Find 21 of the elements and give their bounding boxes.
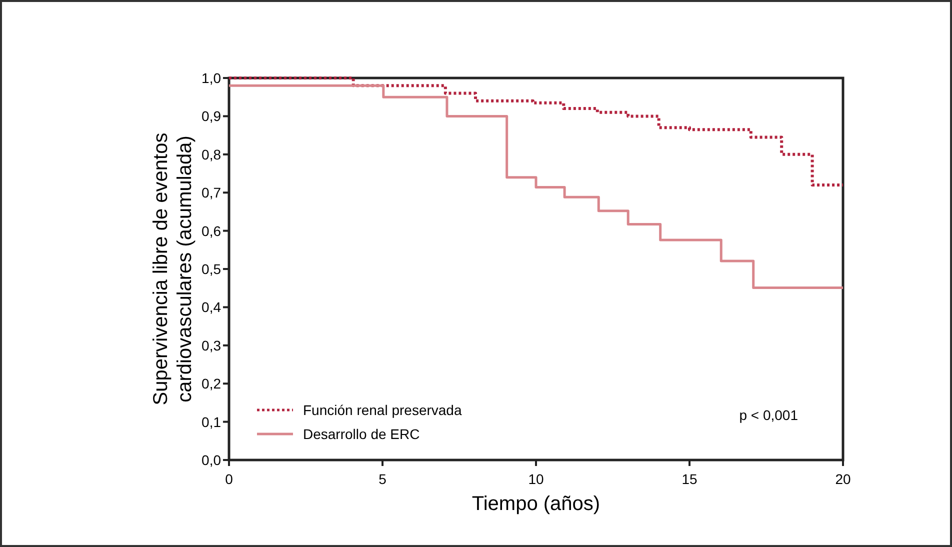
y-tick-label: 0,2 <box>202 376 222 392</box>
y-tick-label: 0,6 <box>202 222 222 239</box>
x-tick-label: 10 <box>528 471 544 487</box>
x-axis-title: Tiempo (años) <box>472 493 600 515</box>
legend-label: Desarrollo de ERC <box>303 426 420 442</box>
x-tick-label: 15 <box>682 471 698 487</box>
y-tick-label: 0,3 <box>202 337 222 354</box>
y-tick-label: 0,8 <box>202 146 222 162</box>
y-tick-label: 0,4 <box>202 299 222 316</box>
y-tick-label: 0,7 <box>202 184 222 201</box>
legend-label: Función renal preservada <box>303 402 462 418</box>
x-tick-label: 20 <box>835 471 851 487</box>
y-axis-title: Supervivencia libre de eventos cardiovasculares (acumulada) <box>150 132 196 406</box>
x-tick-label: 5 <box>378 471 387 487</box>
y-tick-label: 0,1 <box>202 414 222 430</box>
y-tick-label: 0,5 <box>202 261 222 277</box>
annotation: p < 0,001 <box>739 407 798 423</box>
x-tick-label: 0 <box>225 471 234 487</box>
y-tick-label: 0,0 <box>202 452 222 468</box>
y-tick-label: 1,0 <box>202 70 222 86</box>
y-tick-label: 0,9 <box>202 108 222 124</box>
